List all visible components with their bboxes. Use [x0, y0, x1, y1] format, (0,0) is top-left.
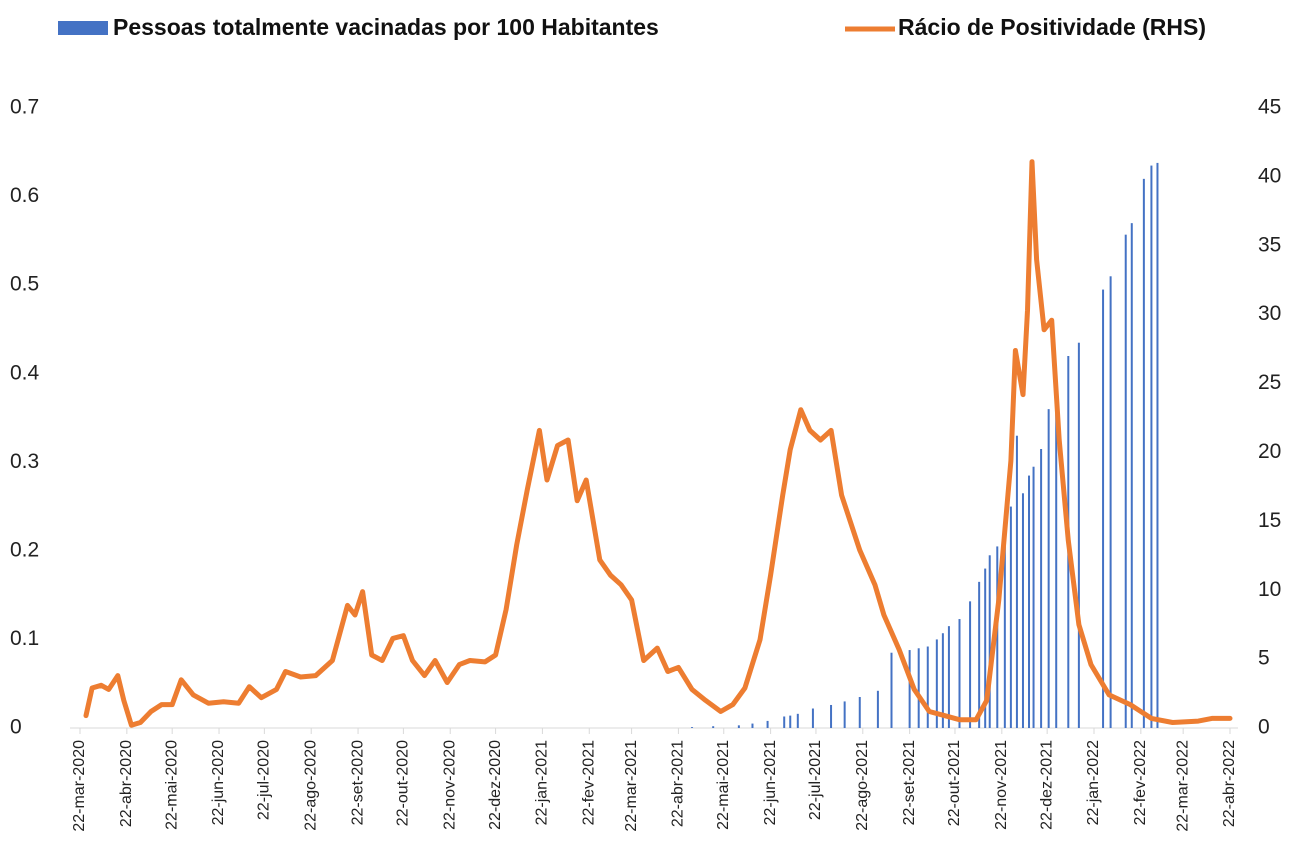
y-tick-label: 0.3: [10, 450, 39, 473]
y2-tick-label: 20: [1258, 440, 1281, 463]
x-tick-label: 22-set-2020: [349, 740, 366, 825]
bar: [876, 690, 879, 728]
bar: [783, 716, 786, 728]
bar: [1124, 234, 1127, 728]
y2-tick-label: 25: [1258, 371, 1281, 394]
bar: [917, 648, 920, 728]
bar: [996, 546, 999, 728]
y-tick-label: 0.7: [10, 96, 39, 119]
bar: [1047, 409, 1050, 728]
bar: [1156, 162, 1159, 728]
y2-tick-label: 45: [1258, 96, 1281, 119]
x-tick-label: 22-jul-2021: [807, 740, 824, 820]
bar: [811, 708, 814, 728]
bar: [969, 601, 972, 728]
x-tick-label: 22-nov-2021: [993, 740, 1010, 830]
y2-tick-label: 10: [1258, 578, 1281, 601]
bar: [1150, 165, 1153, 729]
x-tick-label: 22-jan-2021: [534, 740, 551, 826]
x-tick-label: 22-jun-2020: [210, 740, 227, 826]
x-tick-label: 22-mar-2022: [1174, 740, 1191, 832]
bar: [1028, 475, 1031, 728]
x-tick-label: 22-ago-2021: [854, 740, 871, 831]
x-tick-label: 22-jun-2021: [762, 740, 779, 826]
bar: [984, 568, 987, 728]
bar: [941, 633, 944, 728]
x-tick-label: 22-set-2021: [901, 740, 918, 825]
x-tick-label: 22-fev-2021: [580, 740, 597, 825]
bar: [691, 727, 694, 728]
bar: [737, 725, 740, 728]
bar: [926, 646, 929, 728]
bar: [712, 726, 715, 728]
x-tick-label: 22-mar-2021: [623, 740, 640, 832]
x-tick-label: 22-out-2020: [395, 740, 412, 826]
bar: [958, 619, 961, 728]
x-tick-label: 22-abr-2020: [118, 740, 135, 827]
x-tick-label: 22-dez-2021: [1038, 740, 1055, 830]
bar: [843, 701, 846, 728]
bar: [978, 581, 981, 728]
x-tick-label: 22-dez-2020: [487, 740, 504, 830]
y-tick-label: 0.1: [10, 627, 39, 650]
x-tick-label: 22-mai-2021: [715, 740, 732, 830]
bar: [1021, 493, 1024, 728]
line: [83, 159, 1233, 728]
bar: [1130, 223, 1133, 728]
x-tick-label: 22-ago-2020: [302, 740, 319, 831]
bar: [1055, 373, 1058, 728]
y-tick-label: 0.6: [10, 184, 39, 207]
bar: [935, 639, 938, 728]
x-tick-label: 22-abr-2021: [670, 740, 687, 827]
x-tick-label: 22-fev-2022: [1132, 740, 1149, 825]
x-tick-label: 22-mar-2020: [71, 740, 88, 832]
bar: [858, 697, 861, 728]
bar: [908, 650, 911, 728]
bar: [751, 723, 754, 728]
bar: [1003, 528, 1006, 728]
y-tick-label: 0.5: [10, 273, 39, 296]
x-tick-label: 22-nov-2020: [441, 740, 458, 830]
y2-tick-label: 0: [1258, 716, 1270, 739]
y2-tick-label: 35: [1258, 233, 1281, 256]
bar: [1109, 276, 1112, 728]
y2-tick-label: 15: [1258, 509, 1281, 532]
y2-tick-label: 40: [1258, 164, 1281, 187]
bar: [988, 555, 991, 728]
bar: [796, 713, 799, 728]
bar: [830, 704, 833, 728]
bar: [1009, 506, 1012, 728]
y-tick-label: 0.2: [10, 538, 39, 561]
bar: [789, 715, 792, 728]
y2-tick-label: 30: [1258, 302, 1281, 325]
bar: [1015, 435, 1018, 728]
bar: [1102, 289, 1105, 728]
bar: [890, 652, 893, 728]
bar: [766, 720, 769, 728]
bar: [947, 626, 950, 728]
bar: [1142, 178, 1145, 728]
y-tick-label: 0: [10, 716, 22, 739]
y-tick-label: 0.4: [10, 361, 40, 384]
bar: [1032, 466, 1035, 728]
x-tick-label: 22-out-2021: [946, 740, 963, 826]
y2-tick-label: 5: [1258, 647, 1270, 670]
bar: [1077, 342, 1080, 728]
bar: [1040, 449, 1043, 728]
x-tick-label: 22-mai-2020: [163, 740, 180, 830]
x-tick-label: 22-jan-2022: [1085, 740, 1102, 826]
legend-label: Rácio de Positividade (RHS): [898, 14, 1206, 40]
x-tick-label: 22-jul-2020: [256, 740, 273, 820]
x-tick-label: 22-abr-2022: [1221, 740, 1238, 827]
legend-label: Pessoas totalmente vacinadas por 100 Hab…: [113, 14, 659, 40]
legend-swatch: [58, 21, 108, 35]
